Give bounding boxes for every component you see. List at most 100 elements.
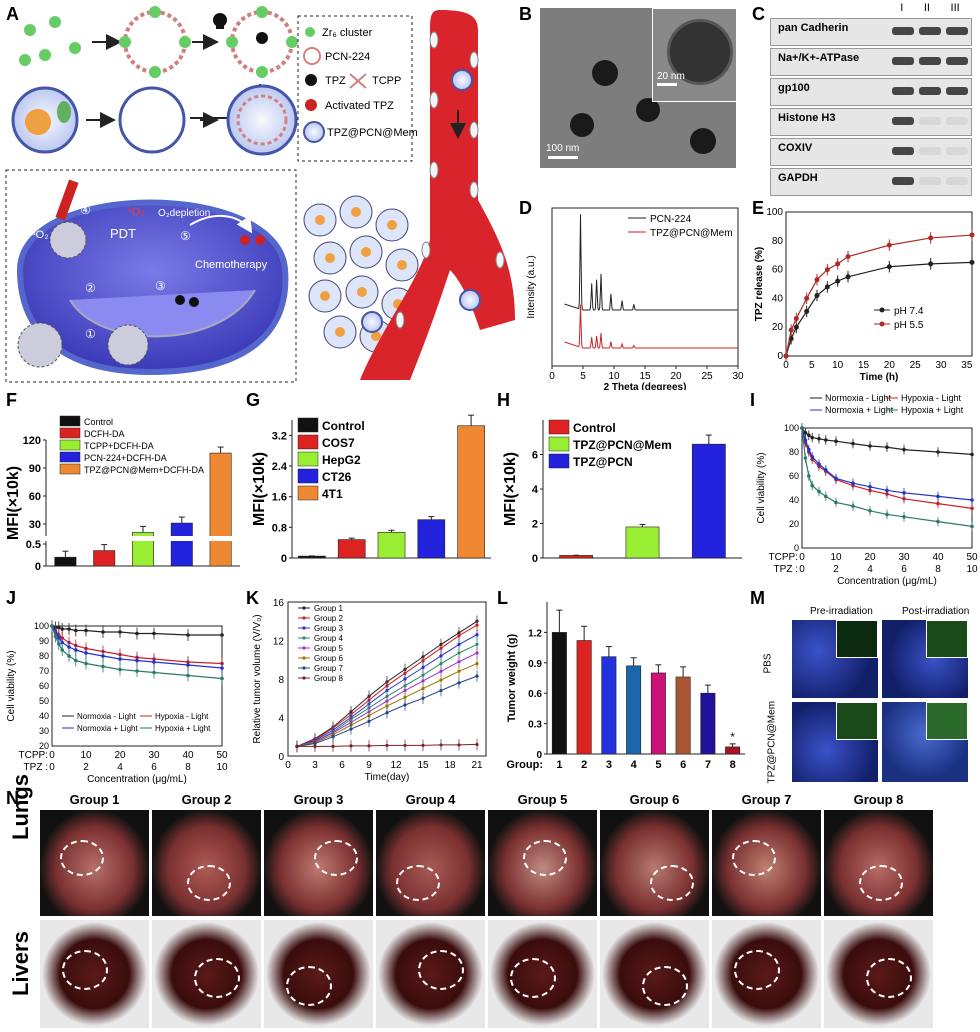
- data-point: [349, 744, 353, 748]
- x-tick-label: 0: [549, 371, 555, 382]
- x-tick-label: 0: [799, 564, 805, 575]
- legend-label: Group 2: [314, 614, 343, 623]
- legend-marker: [302, 636, 306, 640]
- step-5-label: ⑤: [180, 229, 191, 243]
- legend-label: Group 8: [314, 674, 343, 683]
- data-point: [101, 630, 105, 634]
- singlet-oxygen-label: ¹O₂: [128, 206, 145, 218]
- blot-band: [892, 177, 914, 185]
- series-line: [785, 234, 973, 357]
- legend-swatch: [297, 485, 319, 501]
- data-point: [421, 665, 425, 670]
- data-point: [969, 259, 975, 265]
- data-point: [834, 439, 838, 443]
- x-tick-label: 4: [117, 762, 123, 773]
- group-label: Group 8: [853, 792, 904, 807]
- legend-swatch: [59, 427, 81, 439]
- data-point: [439, 654, 443, 658]
- tem-image: 20 nm 100 nm: [540, 8, 736, 168]
- y-tick-label: 90: [39, 636, 49, 646]
- group-label: Group 5: [517, 792, 568, 807]
- data-point: [313, 744, 317, 748]
- panel-label-b: B: [519, 4, 532, 24]
- x-tick-label: 12: [390, 760, 402, 771]
- data-point: [220, 666, 224, 670]
- blot-band: [946, 87, 968, 95]
- panel-label-g: G: [246, 390, 261, 410]
- triplet-oxygen-label: ³O₂: [32, 229, 49, 241]
- data-point: [403, 743, 407, 748]
- plot-frame: [287, 601, 487, 757]
- x-tick-label: 40: [182, 750, 194, 761]
- data-point: [936, 519, 940, 524]
- data-point: [118, 657, 122, 661]
- panel-label-i: I: [750, 390, 756, 410]
- legend-marker: [302, 626, 306, 630]
- blot-band: [946, 57, 968, 65]
- y-tick-label: 16: [273, 598, 285, 609]
- data-point: [814, 277, 820, 283]
- data-point: [970, 452, 974, 457]
- legend-marker: [302, 646, 306, 650]
- legend-label: Hypoxia + Light: [901, 405, 964, 415]
- group-label: Group 6: [629, 792, 680, 807]
- legend-marker: [302, 616, 306, 620]
- x-row-label: TPZ :: [774, 564, 798, 575]
- dashed-circle: [650, 865, 694, 901]
- data-point: [457, 681, 461, 685]
- data-point: [60, 640, 64, 645]
- blot-strip: [770, 138, 972, 166]
- legend-label: Group 1: [314, 604, 343, 613]
- data-point: [403, 703, 407, 707]
- series-line: [564, 304, 738, 349]
- chart-mfi-g: 0 0.8 1.6 2.4 3.2 MFI(×10k) Control COS7 HepG2 CT…: [251, 414, 491, 565]
- panel-label-c: C: [752, 4, 765, 24]
- data-point: [970, 498, 974, 502]
- x-tick-label: 6: [339, 760, 345, 771]
- blot-band: [919, 147, 941, 155]
- blot-band: [946, 177, 968, 185]
- plot-frame: [785, 211, 973, 357]
- legend-label: Normoxia - Light: [825, 393, 892, 403]
- dashed-circle: [286, 966, 332, 1006]
- axis-break: [40, 536, 242, 541]
- legend-marker: [879, 307, 885, 313]
- legend-label: 4T1: [322, 487, 343, 501]
- data-point: [367, 713, 371, 718]
- blot-band: [919, 57, 941, 65]
- x-tick-label: 10: [608, 371, 620, 382]
- x-tick-label: 9: [366, 760, 372, 771]
- x-tick-label: 10: [966, 564, 978, 575]
- legend-swatch: [548, 453, 570, 469]
- data-point: [457, 642, 461, 646]
- blot-band: [919, 27, 941, 35]
- legend-label: Normoxia - Light: [77, 712, 136, 721]
- data-point: [101, 664, 105, 669]
- y-tick-label: 40: [789, 495, 799, 505]
- y-tick-label: 0: [35, 561, 41, 573]
- blot-band: [892, 117, 914, 125]
- dashed-circle: [866, 958, 912, 998]
- liver-photo: [40, 920, 149, 1028]
- y-tick-label: 4: [278, 714, 284, 725]
- data-point: [835, 261, 841, 267]
- blot-row-label: Histone H3: [778, 112, 836, 124]
- y-tick-label: 8: [278, 675, 284, 686]
- y-tick-label: 80: [772, 236, 784, 247]
- western-blot: I II III pan Cadherin Na+/K+-ATPase gp100 H…: [770, 0, 972, 200]
- chart-mfi-f: 0 0.5 30 60 90 120 MFI(×10k) Control DCFH-DA TCPP…: [5, 415, 242, 573]
- chart-tumor-weight: 0 0.3 0.6 0.9 1.2 Tumor weight (g) 1 2 3 4 5 6 7 8 Gro…: [506, 602, 745, 771]
- data-point: [804, 295, 810, 301]
- data-point: [475, 742, 479, 747]
- data-point: [475, 662, 479, 666]
- x-axis-label: 2 Theta (degrees): [604, 382, 687, 390]
- data-point: [403, 677, 407, 681]
- y-tick-label: 100: [784, 423, 799, 433]
- blot-band: [919, 117, 941, 125]
- data-point: [60, 627, 64, 631]
- data-point: [803, 438, 808, 442]
- x-tick-label: 25: [910, 360, 922, 371]
- chart-mfi-h: 0 2 4 6 MFI(×10k) Control TPZ@PCN@Mem TPZ@PCN: [502, 419, 742, 565]
- data-point: [969, 232, 975, 238]
- bar: [725, 746, 741, 755]
